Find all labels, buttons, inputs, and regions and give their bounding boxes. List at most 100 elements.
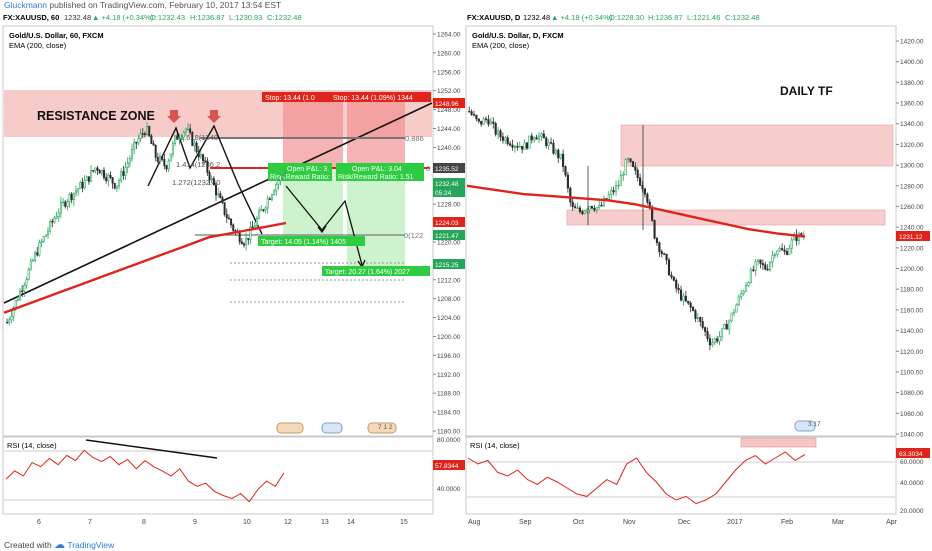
candle-body [202, 154, 205, 162]
left-rsi-pane[interactable] [2, 436, 434, 515]
candle-body [47, 230, 49, 236]
candle-body [230, 218, 233, 226]
candle-body [593, 207, 596, 211]
candle-body [150, 135, 153, 144]
arrow-head-1 [317, 225, 327, 234]
candle-body [247, 238, 250, 240]
candle-body [195, 142, 198, 152]
candle-body [583, 210, 586, 214]
economic-event-icon[interactable] [367, 422, 397, 434]
price-tick-label: 1060.00 [900, 411, 924, 418]
candle-body [475, 114, 478, 120]
price-tick-label: 1380.00 [900, 80, 924, 87]
tradingview-link[interactable]: TradingView [67, 540, 115, 550]
candle-body [31, 259, 34, 262]
candle-body [732, 311, 736, 314]
left-event-icons[interactable]: 2 7 1 2 [276, 422, 397, 434]
candle-body [249, 226, 252, 240]
price-tick-label: 1244.00 [437, 126, 461, 133]
candle-body [781, 248, 784, 251]
candle-body [747, 282, 750, 286]
rsi-tick-label: 20.0000 [900, 508, 924, 515]
candle-body [154, 144, 157, 158]
candle-body [557, 149, 560, 159]
economic-event-icon[interactable] [321, 422, 343, 434]
candle-body [494, 123, 497, 135]
right-time-axis[interactable]: Aug Sep Oct Nov Dec 2017 Feb Mar Apr [468, 519, 898, 526]
candle-body [240, 241, 243, 245]
candle-body [653, 220, 656, 239]
right-quote-line: FX:XAUUSD, D 1232.48 ▲ +4.18 (+0.34%) O:… [467, 13, 760, 22]
created-with-text: Created with [4, 540, 52, 550]
candle-body [785, 251, 789, 255]
candle-body [6, 321, 9, 324]
author-link[interactable]: Gluckmann [4, 0, 47, 10]
candle-body [607, 194, 610, 200]
time-tick-label: Apr [886, 519, 898, 526]
candle-body [279, 175, 282, 182]
economic-event-icon[interactable] [276, 422, 304, 434]
candle-body [586, 209, 589, 212]
candle-body [96, 167, 99, 171]
candle-body [277, 180, 280, 185]
right-rsi-pane[interactable] [465, 436, 897, 515]
candle-body [245, 238, 248, 246]
candle-body [689, 302, 692, 308]
price-tick-label: 1080.00 [900, 390, 924, 397]
candle-body [77, 188, 80, 192]
candle-body [489, 121, 492, 125]
candle-body [725, 324, 728, 330]
candle-body [105, 177, 108, 182]
right-drawings [566, 124, 894, 448]
candle-body [199, 154, 202, 158]
left-time-axis[interactable]: 6 7 8 9 10 12 13 14 15 [37, 519, 408, 526]
candle-body [636, 169, 639, 179]
left-ema [3, 221, 287, 314]
economic-event-icon[interactable] [794, 420, 816, 432]
candle-body [655, 238, 659, 243]
time-tick-label: 6 [37, 519, 41, 526]
candle-body [281, 174, 284, 176]
candle-body [148, 126, 151, 137]
time-tick-label: Sep [519, 519, 532, 526]
candle-body [622, 174, 625, 176]
price-tag-label: 1232.48 [435, 181, 459, 188]
candle-body [146, 126, 149, 136]
price-tick-label: 1100.00 [900, 369, 923, 376]
right-rsi [467, 451, 806, 505]
candle-body [156, 157, 159, 162]
price-tick-label: 1192.00 [437, 372, 460, 379]
candle-body [34, 252, 37, 261]
candle-body [62, 201, 65, 204]
down-arrow-icon [207, 110, 221, 123]
price-tick-label: 1340.00 [900, 121, 924, 128]
candle-body [675, 280, 678, 289]
candle-body [19, 290, 21, 300]
pattern-lines [147, 124, 263, 235]
candle-body [737, 296, 740, 306]
candle-body [513, 146, 517, 148]
price-tick-label: 1200.00 [900, 266, 924, 273]
right-price-axis[interactable]: 1420.00 1400.00 1380.00 1360.00 1340.00 1320.… [896, 39, 924, 439]
left-rsi [5, 449, 285, 503]
candle-body [83, 180, 86, 189]
candle-body [663, 253, 666, 255]
time-tick-label: 12 [284, 519, 292, 526]
candle-body [564, 166, 567, 176]
price-tick-label: 1212.00 [437, 277, 461, 284]
candle-body [260, 209, 263, 212]
left-ema-label: EMA (200, close) [9, 41, 67, 50]
rsi-divergence-line [85, 439, 218, 459]
candle-body [480, 120, 483, 125]
candle-body [169, 153, 172, 162]
candle-body [271, 194, 273, 200]
right-low: L:1221.46 [687, 13, 720, 22]
pl-box-2 [336, 163, 424, 181]
price-tag-label: 1224.03 [435, 220, 459, 227]
candle-body [578, 207, 582, 212]
price-tick-label: 1220.00 [900, 245, 924, 252]
candle-body [672, 276, 675, 281]
candle-body [574, 206, 577, 209]
candle-body [133, 141, 136, 150]
